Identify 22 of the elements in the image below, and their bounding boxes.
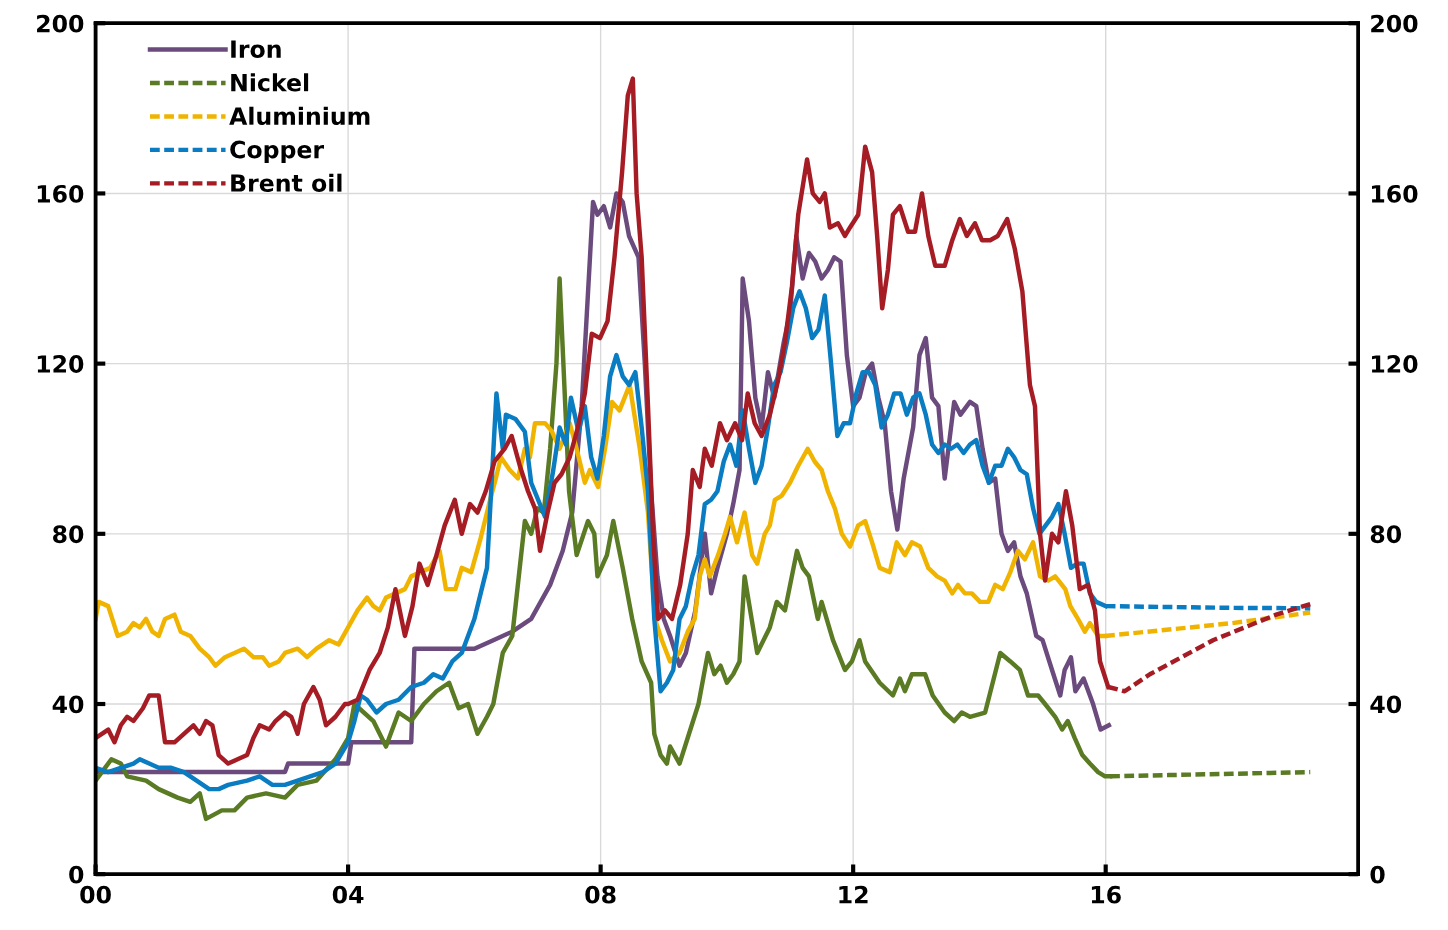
y-tick-label: 40 <box>52 695 84 714</box>
y-tick-label: 80 <box>53 525 84 544</box>
y2-tick-label: 80 <box>1370 525 1402 544</box>
y-tick-label: 0 <box>69 865 84 884</box>
legend-label: Copper <box>230 140 325 164</box>
legend-label: Aluminium <box>229 106 370 126</box>
y2-tick-label: 200 <box>1371 14 1418 33</box>
y2-tick-label: 40 <box>1370 695 1402 714</box>
y2-tick-label: 160 <box>1372 184 1418 203</box>
legend-label: Iron <box>231 40 281 59</box>
y-tick-label: 200 <box>37 14 84 33</box>
y2-tick-label: 120 <box>1372 355 1418 373</box>
x-tick-label: 16 <box>1091 885 1121 904</box>
x-tick-label: 12 <box>839 885 868 904</box>
x-tick-label: 08 <box>585 885 616 904</box>
y-tick-label: 160 <box>37 184 84 203</box>
legend-label: Nickel <box>231 73 309 92</box>
y-tick-label: 120 <box>37 355 84 373</box>
legend-label: Brent oil <box>231 173 342 192</box>
x-tick-label: 04 <box>332 885 364 904</box>
y2-tick-label: 0 <box>1370 865 1385 884</box>
x-tick-label: 00 <box>80 885 111 904</box>
